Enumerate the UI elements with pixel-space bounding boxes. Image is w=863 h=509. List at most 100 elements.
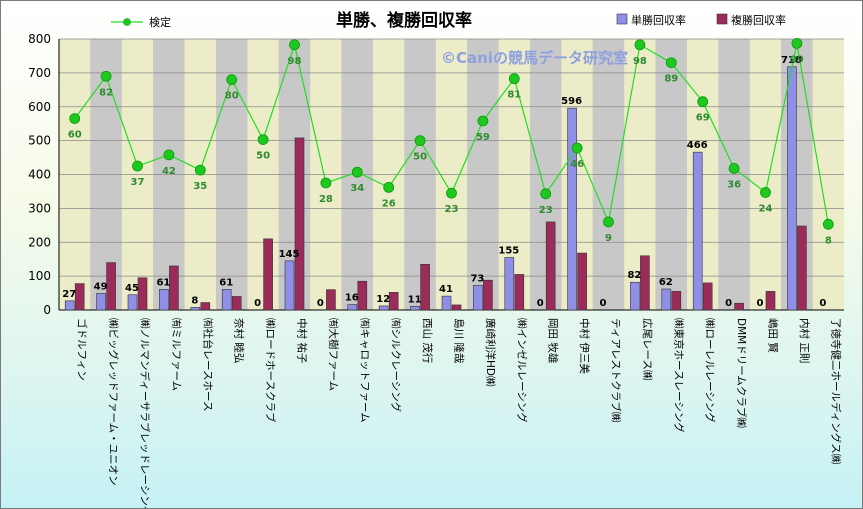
line-point	[634, 39, 646, 51]
y-tick-label: 700	[28, 66, 51, 80]
x-category-label: ㈲キャロットファーム	[358, 318, 370, 423]
bar-value-label: 8	[191, 295, 198, 306]
x-category-label: 嶋田 賢	[767, 318, 780, 353]
x-category-label: ㈱ビッグレッドファーム・ユニオン	[107, 318, 120, 486]
bar-fukusho	[702, 282, 713, 311]
bar-value-label: 49	[94, 281, 108, 292]
legend-label-kentei: 検定	[149, 15, 171, 29]
legend-swatch-tansho	[616, 13, 628, 25]
bar-value-label: 0	[317, 298, 324, 309]
line-point	[289, 39, 300, 51]
line-point	[446, 187, 457, 199]
bar-tansho	[630, 281, 640, 311]
line-point	[791, 38, 803, 49]
line-point	[132, 160, 143, 172]
bar-value-label: 718	[781, 55, 802, 66]
bar-fukusho	[326, 289, 336, 311]
bar-fukusho	[200, 302, 211, 311]
line-value-label: 98	[288, 56, 302, 67]
line-point	[351, 166, 363, 178]
bar-tansho	[692, 151, 703, 311]
line-value-label: 99	[790, 54, 804, 65]
x-category-label: ㈲シルクレーシング	[390, 318, 403, 413]
x-category-label: 奈村 睦弘	[233, 318, 246, 363]
line-point	[226, 74, 238, 86]
bar-value-label: 73	[470, 273, 484, 284]
y-tick-label: 200	[28, 235, 51, 249]
bar-fukusho	[797, 225, 807, 311]
bar-tansho	[127, 294, 138, 311]
line-point	[69, 113, 81, 125]
x-category-label: 西山 茂行	[421, 318, 434, 364]
line-value-label: 82	[99, 87, 113, 98]
bars	[64, 66, 807, 311]
line-value-label: 28	[319, 194, 333, 205]
line-value-label: 8	[825, 235, 832, 246]
bar-value-label: 0	[600, 298, 607, 309]
line-value-label: 50	[256, 151, 270, 162]
bar-tansho	[347, 304, 358, 311]
x-category-label: ㈱ノルマンディーサラブレッドレーシング	[139, 318, 152, 508]
chart-title: 単勝、複勝回収率	[336, 10, 472, 31]
legend-swatch-fukusho	[716, 13, 728, 25]
line-series	[69, 38, 834, 230]
bar-value-label: 62	[659, 277, 673, 288]
line-value-label: 9	[605, 233, 612, 244]
x-category-label: ㈲社台レースホース	[201, 318, 214, 411]
bar-tansho	[64, 300, 75, 311]
x-category-label: 内村 正則	[798, 318, 811, 363]
line-point	[603, 216, 614, 228]
line-value-label: 89	[664, 74, 678, 85]
bar-value-label: 82	[627, 270, 641, 281]
x-category-label: ㈱ローレルレーシング	[704, 318, 717, 423]
bar-tansho	[221, 289, 232, 311]
bar-fukusho	[137, 277, 148, 311]
bar-value-label: 0	[757, 298, 764, 309]
line-value-label: 24	[759, 203, 773, 214]
bar-fukusho	[577, 252, 587, 311]
bar-fukusho	[357, 280, 368, 311]
bar-value-label: 11	[408, 294, 422, 305]
bar-tansho	[661, 288, 672, 311]
line-value-label: 37	[131, 177, 145, 188]
bar-value-label: 0	[537, 298, 544, 309]
bar-value-label: 0	[819, 298, 826, 309]
x-category-label: ㈲ミルファーム	[170, 318, 182, 391]
y-tick-label: 0	[43, 303, 51, 317]
x-category-label: 中村 祐子	[296, 318, 309, 363]
x-category-label: ㈱東京ホースレーシング	[672, 318, 685, 433]
x-axis-categories: ゴドルフィン ㈱ビッグレッドファーム・ユニオン ㈱ノルマンディーサラブレッドレーシン…	[76, 318, 843, 508]
line-value-label: 69	[696, 113, 710, 124]
bar-fukusho	[106, 262, 116, 311]
bar-value-label: 155	[498, 245, 519, 256]
bar-tansho	[441, 295, 452, 311]
bar-value-label: 0	[725, 298, 732, 309]
x-category-label: 島川 隆哉	[453, 318, 466, 364]
y-tick-label: 400	[28, 168, 51, 182]
x-category-label: ティアレストクラブ㈱	[610, 318, 623, 423]
bar-tansho	[504, 257, 515, 311]
bar-fukusho	[231, 296, 242, 311]
line-point	[728, 163, 740, 174]
line-point	[540, 188, 552, 200]
bar-fukusho	[388, 292, 399, 311]
bar-tansho	[567, 107, 577, 311]
line-value-label: 81	[507, 90, 521, 101]
line-point	[508, 73, 520, 85]
bar-value-label: 466	[687, 140, 708, 151]
bar-fukusho	[640, 255, 650, 311]
bar-fukusho	[765, 291, 776, 311]
bar-fukusho	[451, 304, 462, 311]
x-category-label: DMMドリームクラブ㈱	[735, 318, 748, 428]
y-tick-label: 300	[28, 201, 51, 215]
line-point	[477, 115, 489, 127]
line-point	[571, 142, 583, 154]
line-value-label: 50	[413, 152, 427, 163]
bar-fukusho	[294, 137, 305, 311]
bar-tansho	[787, 66, 797, 311]
y-tick-label: 600	[28, 100, 51, 114]
bar-fukusho	[545, 221, 556, 311]
